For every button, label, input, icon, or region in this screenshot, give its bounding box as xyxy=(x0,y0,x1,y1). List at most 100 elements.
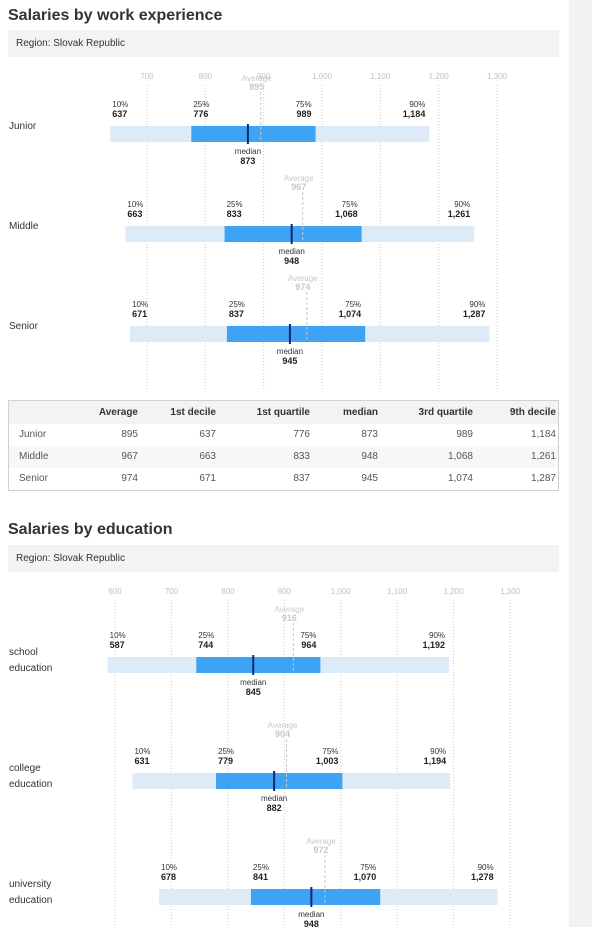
average-label: Average xyxy=(284,174,314,183)
row-label: education xyxy=(9,779,52,790)
table-cell: 1,184 xyxy=(530,429,556,440)
p25-value: 841 xyxy=(253,872,268,882)
median-value: 948 xyxy=(284,256,299,266)
p75-label: 75% xyxy=(360,863,376,872)
table-header-cell: median xyxy=(342,407,378,418)
p75-value: 1,068 xyxy=(335,209,358,219)
x-tick-label: 800 xyxy=(221,587,235,596)
table-cell: 1,074 xyxy=(447,473,473,484)
p25-value: 779 xyxy=(218,756,233,766)
p75-label: 75% xyxy=(296,100,312,109)
median-label: median xyxy=(235,147,261,156)
table-cell: 1,287 xyxy=(530,473,556,484)
table-header-row: Average 1st decile 1st quartile median 3… xyxy=(9,401,558,424)
p10-value: 631 xyxy=(134,756,149,766)
median-value: 948 xyxy=(304,919,319,927)
table-cell: Middle xyxy=(19,451,49,462)
p75-label: 75% xyxy=(322,747,338,756)
p10-label: 10% xyxy=(134,747,150,756)
p10-value: 671 xyxy=(132,309,147,319)
p75-value: 989 xyxy=(297,109,312,119)
p75-label: 75% xyxy=(300,631,316,640)
p75-value: 964 xyxy=(301,640,316,650)
p10-label: 10% xyxy=(110,631,126,640)
x-tick-label: 1,200 xyxy=(444,587,465,596)
p25-value: 833 xyxy=(227,209,242,219)
p90-label: 90% xyxy=(429,631,445,640)
median-label: median xyxy=(261,794,287,803)
table-header-cell: Average xyxy=(98,407,138,418)
p25-value: 837 xyxy=(229,309,244,319)
p10-value: 637 xyxy=(112,109,127,119)
page-side-strip xyxy=(569,0,592,927)
table-header-cell: 9th decile xyxy=(509,407,556,418)
x-tick-label: 900 xyxy=(257,72,271,81)
table-cell: 637 xyxy=(199,429,216,440)
p75-label: 75% xyxy=(345,300,361,309)
average-label: Average xyxy=(288,274,318,283)
p10-value: 663 xyxy=(127,209,142,219)
x-tick-label: 700 xyxy=(165,587,179,596)
range-25-75-bar xyxy=(191,126,316,142)
p90-value: 1,261 xyxy=(448,209,471,219)
education-section: Salaries by education Region: Slovak Rep… xyxy=(8,515,560,927)
average-label: Average xyxy=(274,605,304,614)
p25-label: 25% xyxy=(227,200,243,209)
p90-value: 1,194 xyxy=(424,756,447,766)
p75-value: 1,003 xyxy=(316,756,339,766)
table-cell: Senior xyxy=(19,473,48,484)
x-tick-label: 1,000 xyxy=(312,72,333,81)
average-value: 895 xyxy=(249,82,264,92)
median-value: 945 xyxy=(282,356,297,366)
p75-value: 1,074 xyxy=(339,309,362,319)
experience-chart-svg: 700 800 900 1,000 1,100 1,200 1,300 Junior Avera… xyxy=(9,72,508,390)
p75-label: 75% xyxy=(342,200,358,209)
p90-label: 90% xyxy=(478,863,494,872)
p25-label: 25% xyxy=(193,100,209,109)
median-label: median xyxy=(240,678,266,687)
p10-label: 10% xyxy=(161,863,177,872)
experience-region-label: Region: Slovak Republic xyxy=(16,38,125,49)
row-label: Middle xyxy=(9,221,39,232)
p25-label: 25% xyxy=(218,747,234,756)
experience-region-box: Region: Slovak Republic xyxy=(8,30,559,57)
table-body: Junior 895 637 776 873 989 1,184 Middle … xyxy=(9,424,558,490)
table-cell: 776 xyxy=(293,429,310,440)
x-tick-label: 1,300 xyxy=(487,72,508,81)
p90-label: 90% xyxy=(454,200,470,209)
row-label: education xyxy=(9,895,52,906)
p25-label: 25% xyxy=(198,631,214,640)
row-label: Junior xyxy=(9,121,37,132)
experience-section: Salaries by work experience Region: Slov… xyxy=(8,0,560,500)
table-cell: 967 xyxy=(121,451,138,462)
x-tick-label: 800 xyxy=(199,72,213,81)
p90-label: 90% xyxy=(409,100,425,109)
average-value: 967 xyxy=(291,182,306,192)
table-row: Senior 974 671 837 945 1,074 1,287 xyxy=(9,468,558,490)
x-tick-label: 1,300 xyxy=(500,587,521,596)
average-label: Average xyxy=(268,721,298,730)
row-label: university xyxy=(9,879,51,890)
table-cell: 989 xyxy=(456,429,473,440)
p90-label: 90% xyxy=(430,747,446,756)
x-tick-label: 1,100 xyxy=(387,587,408,596)
table-header-cell: 1st decile xyxy=(170,407,216,418)
education-chart: 600 700 800 900 1,000 1,100 1,200 1,300 school ed… xyxy=(8,583,560,927)
table-cell: 974 xyxy=(121,473,138,484)
table-header-cell: 3rd quartile xyxy=(418,407,473,418)
p90-label: 90% xyxy=(469,300,485,309)
range-25-75-bar xyxy=(226,326,366,342)
median-value: 845 xyxy=(246,687,261,697)
range-25-75-bar xyxy=(196,657,321,673)
table-cell: 1,068 xyxy=(447,451,473,462)
education-region-box: Region: Slovak Republic xyxy=(8,545,559,572)
experience-chart: 700 800 900 1,000 1,100 1,200 1,300 Junior Avera… xyxy=(8,68,560,392)
median-label: median xyxy=(298,910,324,919)
table-cell: 895 xyxy=(121,429,138,440)
average-label: Average xyxy=(306,837,336,846)
x-tick-label: 900 xyxy=(278,587,292,596)
range-25-75-bar xyxy=(250,889,381,905)
table-cell: 948 xyxy=(361,451,378,462)
p90-value: 1,184 xyxy=(403,109,426,119)
row-label: Senior xyxy=(9,321,39,332)
